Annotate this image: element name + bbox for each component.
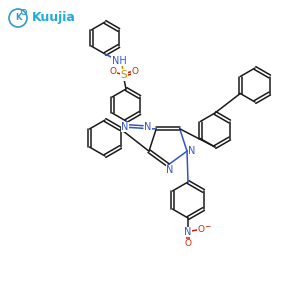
Text: O: O: [110, 68, 116, 76]
Text: O: O: [131, 68, 139, 76]
Text: Kuujia: Kuujia: [32, 11, 76, 23]
Text: K: K: [15, 14, 21, 22]
Text: N: N: [144, 122, 152, 132]
Text: O: O: [197, 226, 205, 235]
Text: N: N: [121, 122, 129, 132]
Text: N: N: [184, 227, 192, 237]
Text: S: S: [121, 70, 127, 80]
Text: N: N: [166, 165, 174, 175]
Text: N: N: [188, 146, 196, 156]
Text: −: −: [204, 223, 210, 232]
Text: O: O: [184, 239, 191, 248]
Text: NH: NH: [112, 56, 126, 66]
